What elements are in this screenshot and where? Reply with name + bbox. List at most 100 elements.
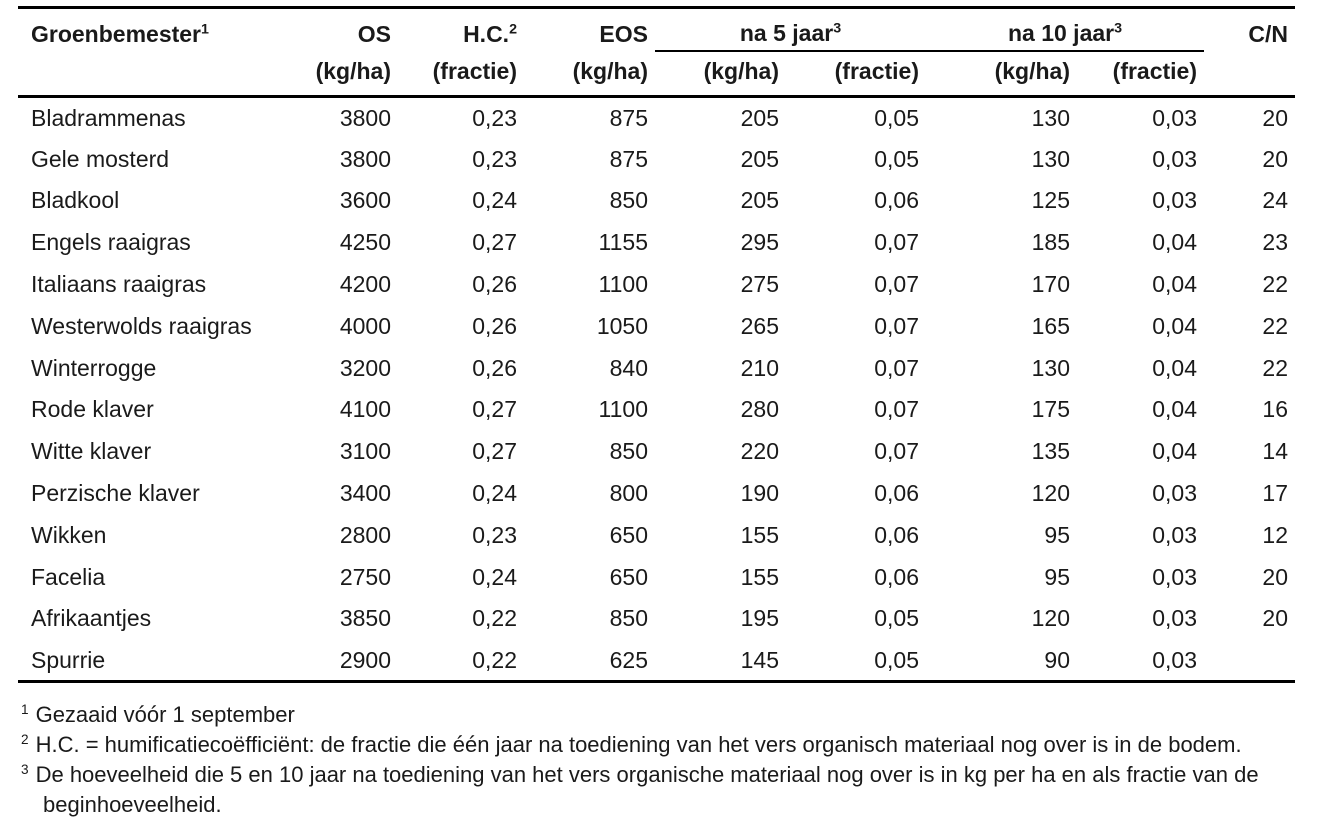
cell-groenbemester-name: Witte klaver — [31, 438, 152, 465]
cell-value: 0,23 — [472, 104, 517, 131]
cell-value: 0,03 — [1152, 646, 1198, 673]
cell-value: 850 — [609, 438, 648, 465]
cell-value: 205 — [740, 187, 779, 214]
cell-groenbemester-name: Perzische klaver — [31, 480, 200, 507]
table-row: Afrikaantjes 3850 0,22 850 195 0,05 120 0,03 20 — [18, 598, 1295, 640]
footnote-3-text: De hoeveelheid die 5 en 10 jaar na toedi… — [35, 762, 1259, 818]
footnote-2-marker: 2 — [21, 731, 29, 747]
cell-value: 23 — [1262, 229, 1289, 256]
unit-na5-fractie: (fractie) — [834, 58, 919, 84]
cell-value: 0,24 — [472, 563, 517, 590]
cell-value: 195 — [740, 605, 779, 632]
cell-value: 4100 — [339, 396, 391, 423]
table-row: Facelia 2750 0,24 650 155 0,06 95 0,03 20 — [18, 556, 1295, 598]
cell-value: 0,06 — [874, 521, 919, 548]
cell-value: 625 — [609, 646, 648, 673]
cell-value: 0,04 — [1152, 271, 1198, 298]
footnote-ref-3: 3 — [833, 20, 842, 37]
cell-value: 4000 — [339, 312, 391, 339]
column-header-os: OS — [357, 21, 391, 47]
table-row: Bladrammenas 3800 0,23 875 205 0,05 130 0,03 20 — [18, 97, 1295, 139]
cell-value — [1204, 640, 1295, 682]
cell-value: 0,26 — [472, 354, 517, 381]
cell-value: 0,06 — [874, 563, 919, 590]
cell-value: 0,26 — [472, 271, 517, 298]
cell-value: 20 — [1262, 605, 1289, 632]
cell-value: 280 — [740, 396, 779, 423]
cell-value: 0,04 — [1152, 354, 1198, 381]
cell-value: 1050 — [596, 312, 648, 339]
cell-value: 0,07 — [874, 271, 919, 298]
cell-value: 875 — [609, 104, 648, 131]
footnote-ref-2: 2 — [509, 21, 517, 38]
cell-value: 800 — [609, 480, 648, 507]
cell-value: 3400 — [339, 480, 391, 507]
cell-value: 0,06 — [874, 480, 919, 507]
cell-value: 265 — [740, 312, 779, 339]
unit-empty-cn — [1204, 51, 1295, 97]
table-body: Bladrammenas 3800 0,23 875 205 0,05 130 0,03 20 G… — [18, 97, 1296, 682]
unit-os: (kg/ha) — [315, 57, 391, 84]
table-header: Groenbemester1 OS H.C.2 EOS na 5 jaar3 n… — [18, 7, 1296, 97]
cell-value: 135 — [1031, 438, 1070, 465]
unit-na10-fractie: (fractie) — [1112, 58, 1198, 84]
cell-value: 0,03 — [1152, 480, 1198, 507]
cell-value: 130 — [1031, 104, 1070, 131]
cell-value: 875 — [609, 145, 648, 172]
cell-value: 0,03 — [1152, 145, 1198, 172]
unit-na5-kgha: (kg/ha) — [703, 58, 779, 84]
cell-value: 3800 — [339, 145, 391, 172]
cell-value: 165 — [1031, 312, 1070, 339]
footnote-ref-1: 1 — [201, 21, 209, 38]
cell-groenbemester-name: Facelia — [31, 563, 106, 590]
cell-groenbemester-name: Afrikaantjes — [31, 605, 152, 632]
cell-value: 155 — [740, 563, 779, 590]
footnote-3: 3 De hoeveelheid die 5 en 10 jaar na toed… — [21, 760, 1311, 820]
cell-value: 1100 — [598, 271, 648, 298]
cell-value: 90 — [1044, 646, 1070, 673]
column-group-na-10-jaar-label: na 10 jaar — [1007, 20, 1115, 46]
cell-value: 0,22 — [472, 646, 517, 673]
cell-value: 120 — [1031, 480, 1070, 507]
cell-value: 850 — [609, 605, 648, 632]
table-row: Italiaans raaigras 4200 0,26 1100 275 0,07 170… — [18, 264, 1295, 306]
cell-value: 16 — [1262, 396, 1289, 423]
cell-value: 0,07 — [874, 354, 919, 381]
unit-na10-kgha: (kg/ha) — [994, 58, 1070, 84]
cell-value: 24 — [1262, 187, 1289, 214]
document-page: Groenbemester1 OS H.C.2 EOS na 5 jaar3 n… — [0, 6, 1331, 828]
table-row: Perzische klaver 3400 0,24 800 190 0,06 120 0,0… — [18, 473, 1295, 515]
cell-value: 275 — [740, 271, 779, 298]
cell-value: 0,03 — [1152, 104, 1198, 131]
header-row-units: (kg/ha) (fractie) (kg/ha) (kg/ha) (fract… — [18, 51, 1295, 97]
footnote-2-text: H.C. = humificatiecoëfficiënt: de fracti… — [35, 732, 1242, 758]
footnote-1: 1 Gezaaid vóór 1 september — [21, 700, 1311, 730]
groenbemester-table: Groenbemester1 OS H.C.2 EOS na 5 jaar3 n… — [18, 6, 1296, 683]
cell-value: 20 — [1262, 563, 1289, 590]
cell-value: 205 — [740, 145, 779, 172]
table-row: Gele mosterd 3800 0,23 875 205 0,05 130 0,03 20 — [18, 138, 1295, 180]
cell-value: 0,04 — [1152, 438, 1198, 465]
column-header-cn: C/N — [1248, 21, 1289, 47]
cell-value: 0,22 — [472, 605, 517, 632]
table-row: Spurrie 2900 0,22 625 145 0,05 90 0,03 — [18, 640, 1295, 682]
column-group-na-5-jaar: na 5 jaar3 — [655, 7, 926, 52]
cell-groenbemester-name: Wikken — [31, 521, 107, 548]
cell-value: 4250 — [339, 229, 391, 256]
table-row: Winterrogge 3200 0,26 840 210 0,07 130 0,04 22 — [18, 347, 1295, 389]
cell-groenbemester-name: Italiaans raaigras — [31, 271, 207, 298]
cell-value: 12 — [1262, 521, 1289, 548]
cell-value: 130 — [1031, 145, 1070, 172]
footnote-1-marker: 1 — [21, 701, 29, 717]
cell-value: 20 — [1262, 104, 1289, 131]
cell-value: 0,03 — [1152, 187, 1198, 214]
cell-value: 840 — [609, 354, 648, 381]
cell-value: 0,27 — [472, 396, 517, 423]
cell-value: 17 — [1262, 480, 1289, 507]
column-header-hc-label: H.C. — [463, 21, 510, 47]
cell-value: 22 — [1262, 271, 1289, 298]
cell-value: 0,05 — [874, 646, 919, 673]
cell-value: 170 — [1031, 271, 1070, 298]
cell-value: 210 — [740, 354, 779, 381]
cell-value: 175 — [1031, 396, 1070, 423]
